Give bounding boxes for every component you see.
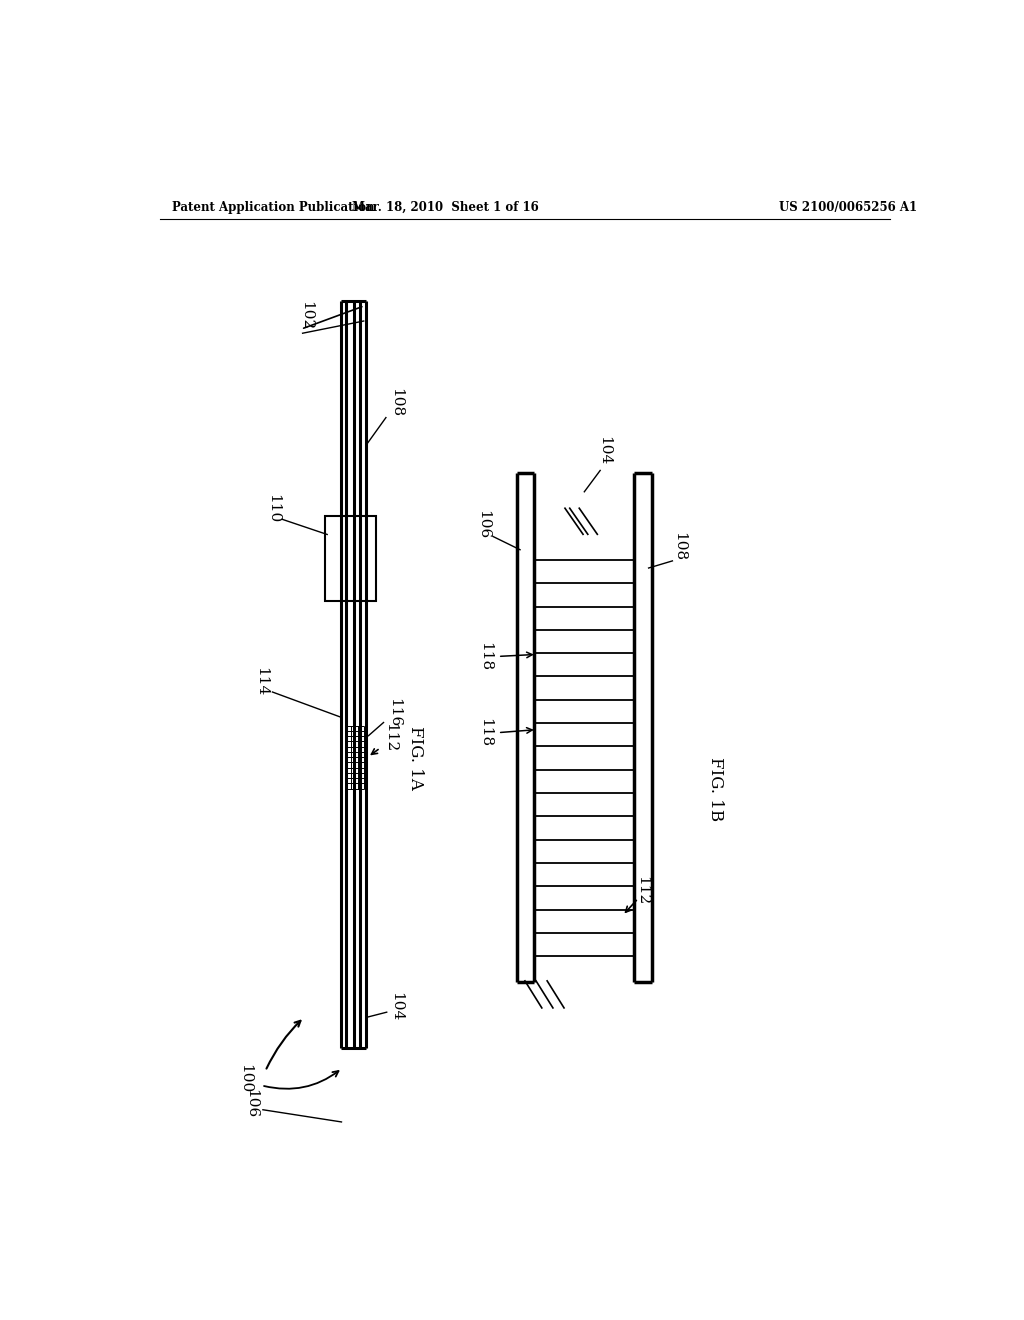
Text: 102: 102 (300, 301, 313, 330)
Text: 110: 110 (266, 495, 281, 524)
Text: Mar. 18, 2010  Sheet 1 of 16: Mar. 18, 2010 Sheet 1 of 16 (352, 201, 539, 214)
Text: US 2100/0065256 A1: US 2100/0065256 A1 (778, 201, 916, 214)
Text: 112: 112 (383, 723, 397, 752)
Text: 100: 100 (239, 1064, 253, 1093)
Text: 114: 114 (254, 667, 268, 697)
Text: 106: 106 (476, 510, 490, 539)
Text: Patent Application Publication: Patent Application Publication (172, 201, 374, 214)
Text: FIG. 1B: FIG. 1B (707, 756, 724, 821)
Text: 118: 118 (478, 642, 493, 671)
Text: 104: 104 (389, 993, 403, 1022)
Text: FIG. 1A: FIG. 1A (407, 726, 424, 789)
Bar (325, 516, 376, 601)
Text: 112: 112 (635, 875, 649, 904)
Text: 106: 106 (244, 1089, 258, 1118)
Text: 108: 108 (389, 388, 403, 417)
Text: 104: 104 (597, 437, 611, 466)
Text: 116: 116 (387, 698, 400, 727)
Text: 118: 118 (478, 718, 493, 747)
Text: 108: 108 (673, 532, 686, 561)
